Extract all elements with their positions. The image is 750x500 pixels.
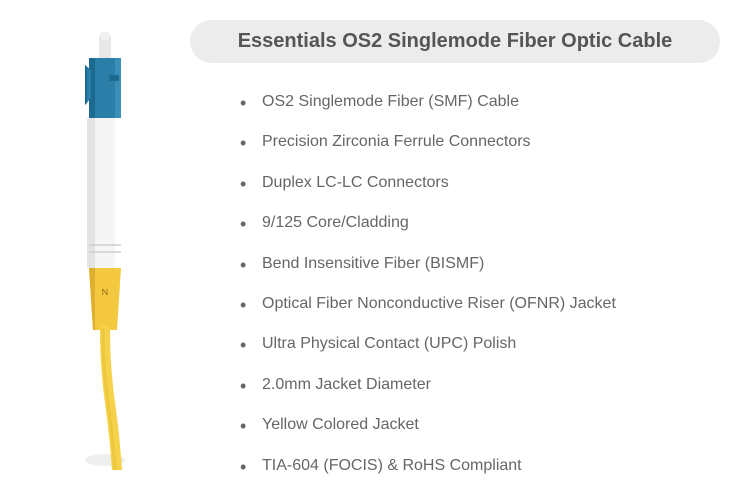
list-item: Bend Insensitive Fiber (BISMF) [240,253,720,275]
list-item: OS2 Singlemode Fiber (SMF) Cable [240,91,720,113]
product-image-column: N [30,20,180,480]
title-bar: Essentials OS2 Singlemode Fiber Optic Ca… [190,20,720,63]
list-item: Optical Fiber Nonconductive Riser (OFNR)… [240,293,720,315]
list-item: 2.0mm Jacket Diameter [240,374,720,396]
fiber-cable-icon: N [65,30,145,470]
list-item: Duplex LC-LC Connectors [240,172,720,194]
list-item: TIA-604 (FOCIS) & RoHS Compliant [240,455,720,477]
list-item: Precision Zirconia Ferrule Connectors [240,131,720,153]
feature-list: OS2 Singlemode Fiber (SMF) Cable Precisi… [190,63,720,477]
list-item: Ultra Physical Contact (UPC) Polish [240,333,720,355]
svg-text:N: N [101,287,108,297]
product-title: Essentials OS2 Singlemode Fiber Optic Ca… [238,30,673,52]
list-item: 9/125 Core/Cladding [240,212,720,234]
content-column: Essentials OS2 Singlemode Fiber Optic Ca… [180,20,720,480]
list-item: Yellow Colored Jacket [240,414,720,436]
